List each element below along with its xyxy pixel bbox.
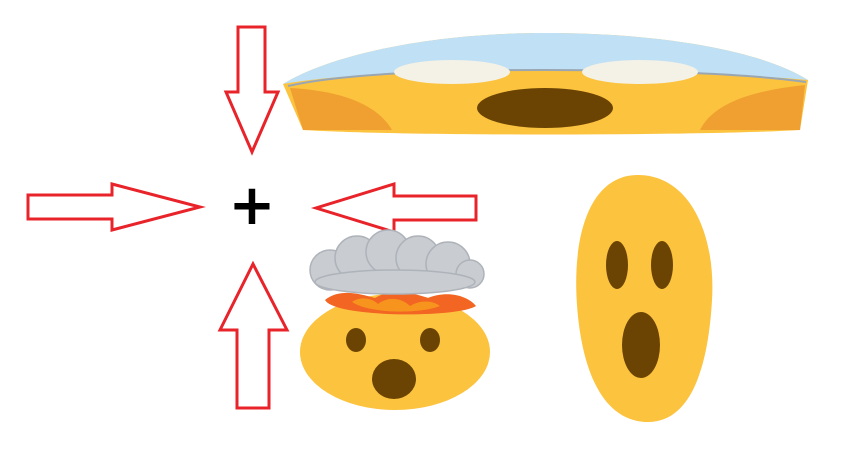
elongated-surprised-face-icon xyxy=(576,175,713,422)
arrow-down-icon xyxy=(223,25,281,156)
exploding-head-emoji-icon xyxy=(300,229,490,410)
arrow-right-icon xyxy=(26,182,206,232)
plus-sign: + xyxy=(228,173,276,238)
stretched-astonished-face-icon xyxy=(283,33,808,135)
arrow-left-icon xyxy=(310,181,478,235)
arrow-up-icon xyxy=(217,260,290,410)
